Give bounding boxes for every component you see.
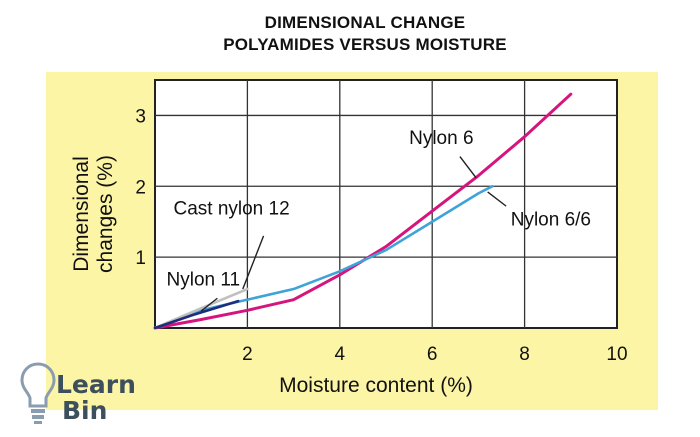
y-tick-label-1: 1 <box>135 248 146 269</box>
chart-title: DIMENSIONAL CHANGE POLYAMIDES VERSUS MOI… <box>0 12 700 56</box>
annotation-leader-cast-nylon-12 <box>242 235 265 290</box>
logo-text-bin: Bin <box>62 396 108 425</box>
annotation-cast-nylon-12: Cast nylon 12 <box>173 199 289 220</box>
x-tick-label-2: 2 <box>242 344 253 365</box>
x-tick-label-4: 4 <box>335 344 346 365</box>
y-tick-label-2: 2 <box>135 177 146 198</box>
x-tick-label-10: 10 <box>606 344 627 365</box>
learnbin-logo: Learn Bin <box>18 358 148 430</box>
chart-title-line-1: DIMENSIONAL CHANGE <box>264 13 466 32</box>
annotation-leader-nylon-6 <box>459 156 477 179</box>
series-line-nylon-11 <box>153 299 240 330</box>
annotation-nylon-6-6: Nylon 6/6 <box>511 209 591 230</box>
y-axis-label-line-2: changes (%) <box>94 155 117 273</box>
y-tick-label-3: 3 <box>135 106 146 127</box>
y-axis-label-line-1: Dimensional <box>70 156 93 272</box>
logo-text-learn: Learn <box>56 370 136 399</box>
x-tick-label-6: 6 <box>427 344 438 365</box>
annotation-leader-nylon-6-6 <box>487 191 507 207</box>
annotation-nylon-11: Nylon 11 <box>167 269 241 290</box>
y-axis-label: Dimensionalchanges (%) <box>70 155 117 273</box>
annotation-nylon-6: Nylon 6 <box>409 128 473 149</box>
annotation-leader-nylon-11 <box>200 297 218 312</box>
lightbulb-icon <box>20 362 56 424</box>
x-axis-label: Moisture content (%) <box>279 374 473 397</box>
x-tick-label-8: 8 <box>519 344 530 365</box>
chart-title-line-2: POLYAMIDES VERSUS MOISTURE <box>223 35 507 54</box>
